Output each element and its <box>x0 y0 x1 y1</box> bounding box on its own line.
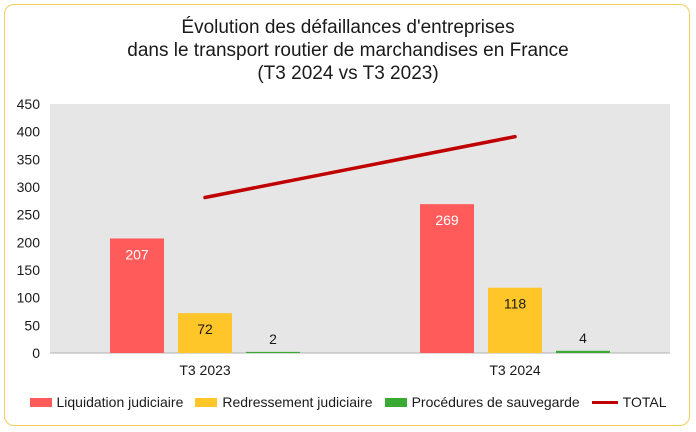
legend-label-redressement: Redressement judiciaire <box>222 394 373 410</box>
data-label-liquidation-1: 269 <box>435 212 459 228</box>
y-tick-label-7: 350 <box>17 151 41 167</box>
y-tick-label-1: 50 <box>24 317 40 333</box>
y-tick-label-9: 450 <box>17 96 41 112</box>
legend-label-sauvegarde: Procédures de sauvegarde <box>411 394 580 410</box>
y-tick-label-5: 250 <box>17 207 41 223</box>
total-line-segment-0 <box>203 134 517 200</box>
data-label-liquidation-0: 207 <box>125 246 149 262</box>
legend-item-redressement: Redressement judiciaire <box>195 394 373 410</box>
bar-redressement-0 <box>178 313 232 353</box>
bar-liquidation-1 <box>420 204 474 353</box>
legend-item-sauvegarde: Procédures de sauvegarde <box>384 394 580 410</box>
bar-liquidation-0 <box>110 238 164 353</box>
y-tick-label-6: 300 <box>17 179 41 195</box>
legend-swatch-liquidation <box>29 397 52 407</box>
legend: Liquidation judiciaire Redressement judi… <box>0 394 696 410</box>
y-tick-label-0: 0 <box>32 345 40 361</box>
data-label-redressement-1: 118 <box>504 296 527 312</box>
x-category-label-0: T3 2023 <box>179 362 231 378</box>
y-tick-label-2: 100 <box>17 290 41 306</box>
bar-sauvegarde-0 <box>246 351 300 353</box>
y-tick-label-8: 400 <box>17 124 41 140</box>
legend-label-liquidation: Liquidation judiciaire <box>56 394 184 410</box>
legend-swatch-redressement <box>195 397 218 407</box>
title-line-1: Évolution des défaillances d'entreprises <box>181 17 515 38</box>
x-category-label-1: T3 2024 <box>489 362 541 378</box>
legend-label-total: TOTAL <box>622 394 667 410</box>
chart-title: Évolution des défaillances d'entreprises… <box>0 16 696 85</box>
legend-item-liquidation: Liquidation judiciaire <box>29 394 184 410</box>
data-label-redressement-0: 72 <box>197 321 213 337</box>
bar-sauvegarde-1 <box>556 350 610 353</box>
title-line-2: dans le transport routier de marchandise… <box>127 40 569 61</box>
legend-swatch-sauvegarde <box>384 397 407 407</box>
legend-line-total <box>591 400 618 404</box>
data-label-sauvegarde-1: 4 <box>579 330 587 346</box>
data-label-sauvegarde-0: 2 <box>269 331 277 347</box>
legend-item-total: TOTAL <box>591 394 667 410</box>
bar-redressement-1 <box>488 287 542 353</box>
y-tick-label-3: 150 <box>17 262 41 278</box>
title-line-3: (T3 2024 vs T3 2023) <box>257 63 439 84</box>
y-tick-label-4: 200 <box>17 234 41 250</box>
